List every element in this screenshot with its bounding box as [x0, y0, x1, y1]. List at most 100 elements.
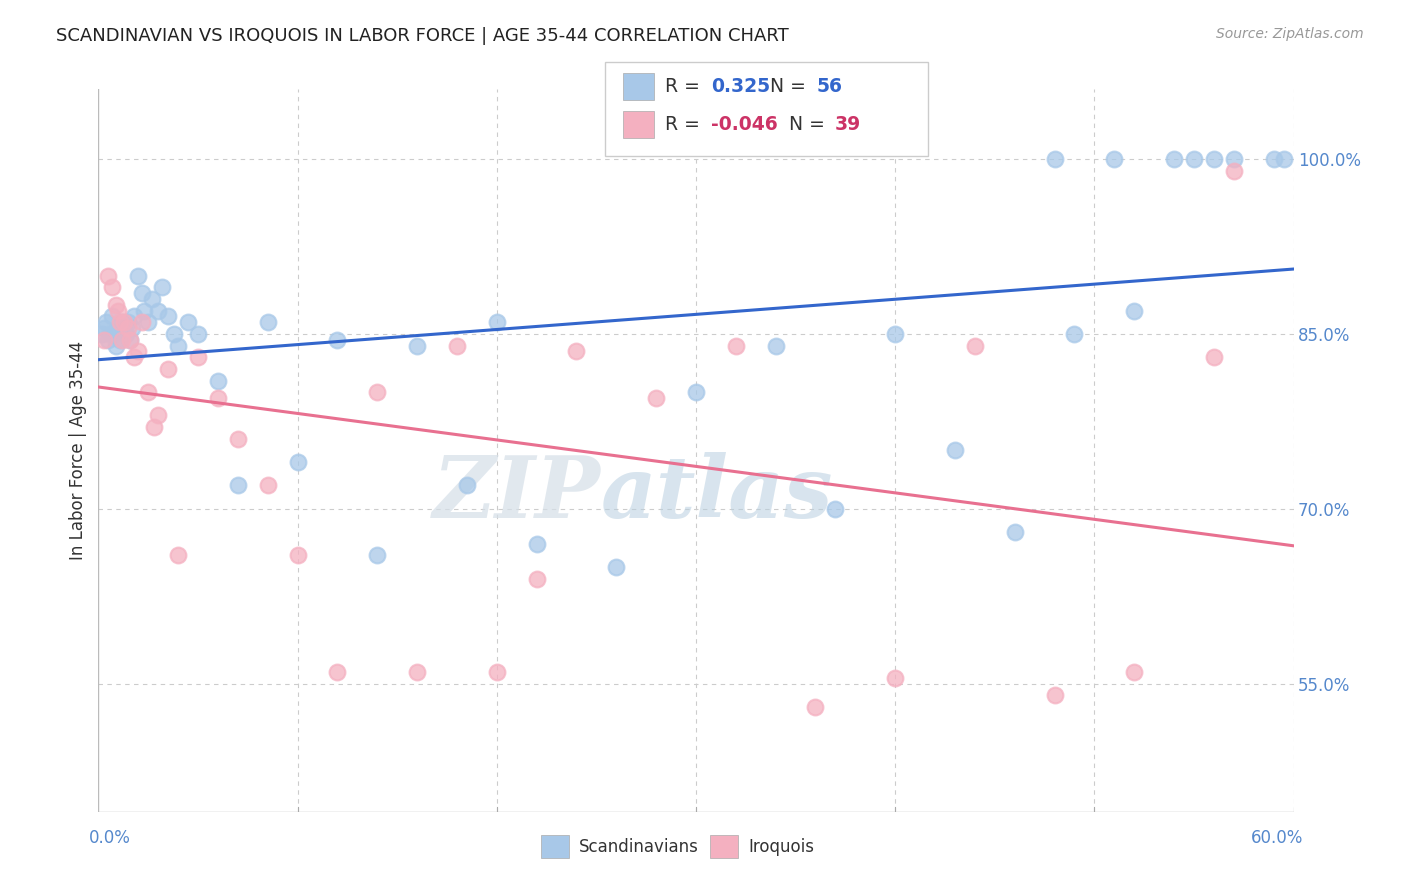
Point [485, 315, 508, 329]
Point [93, 333, 115, 347]
Point [366, 385, 388, 400]
Text: 39: 39 [835, 115, 862, 135]
Point [97, 333, 120, 347]
Text: -0.046: -0.046 [711, 115, 778, 135]
Point [256, 315, 278, 329]
Point [141, 292, 163, 306]
Point [150, 280, 173, 294]
Point [167, 549, 190, 563]
Point [884, 326, 907, 341]
Point [105, 338, 128, 352]
Text: 60.0%: 60.0% [1251, 830, 1303, 847]
Point [1223, 152, 1246, 166]
Point [526, 537, 548, 551]
Point [1263, 152, 1285, 166]
Point [121, 321, 143, 335]
Text: N =: N = [770, 77, 813, 96]
Point [111, 333, 134, 347]
Point [177, 315, 200, 329]
Point [645, 391, 668, 405]
Point [97, 268, 120, 283]
Point [943, 443, 966, 458]
Point [105, 298, 128, 312]
Text: R =: R = [665, 115, 706, 135]
Point [456, 478, 478, 492]
Point [187, 326, 209, 341]
Point [127, 268, 149, 283]
Point [1272, 152, 1295, 166]
Point [565, 344, 588, 359]
Point [1123, 303, 1146, 318]
Point [724, 338, 747, 352]
Point [103, 326, 125, 341]
Point [406, 665, 429, 679]
Point [115, 326, 138, 341]
Y-axis label: In Labor Force | Age 35-44: In Labor Force | Age 35-44 [69, 341, 87, 560]
Point [148, 303, 170, 318]
Point [804, 699, 827, 714]
Point [91, 326, 114, 341]
Point [226, 432, 249, 446]
Point [110, 333, 132, 347]
Point [110, 315, 132, 329]
Point [117, 315, 139, 329]
Point [101, 310, 124, 324]
Point [685, 385, 707, 400]
Point [163, 326, 186, 341]
Point [406, 338, 429, 352]
Point [765, 338, 787, 352]
Point [148, 409, 170, 423]
Point [136, 385, 159, 400]
Point [1182, 152, 1205, 166]
Point [107, 303, 129, 318]
Point [1163, 152, 1185, 166]
Text: SCANDINAVIAN VS IROQUOIS IN LABOR FORCE | AGE 35-44 CORRELATION CHART: SCANDINAVIAN VS IROQUOIS IN LABOR FORCE … [56, 27, 789, 45]
Point [1063, 326, 1085, 341]
Point [124, 310, 146, 324]
Point [884, 671, 907, 685]
Point [1223, 163, 1246, 178]
Text: 0.325: 0.325 [711, 77, 770, 96]
Point [157, 310, 180, 324]
Point [93, 321, 115, 335]
Point [98, 326, 122, 341]
Point [287, 455, 309, 469]
Text: 0.0%: 0.0% [89, 830, 131, 847]
Point [157, 362, 180, 376]
Text: N =: N = [789, 115, 831, 135]
Text: Source: ZipAtlas.com: Source: ZipAtlas.com [1216, 27, 1364, 41]
Text: R =: R = [665, 77, 706, 96]
Point [127, 344, 149, 359]
Point [1123, 665, 1146, 679]
Point [1004, 524, 1026, 539]
Point [96, 315, 118, 329]
Point [107, 321, 129, 335]
Point [117, 321, 139, 335]
Point [112, 315, 135, 329]
Point [824, 501, 846, 516]
Point [446, 338, 468, 352]
Point [111, 315, 134, 329]
Point [605, 560, 627, 574]
Point [124, 350, 146, 364]
Point [134, 303, 156, 318]
Point [963, 338, 986, 352]
Point [1202, 152, 1225, 166]
Point [256, 478, 278, 492]
Point [136, 315, 159, 329]
Point [120, 333, 142, 347]
Point [187, 350, 209, 364]
Point [485, 665, 508, 679]
Point [120, 333, 142, 347]
Point [131, 286, 153, 301]
Text: Scandinavians: Scandinavians [579, 838, 699, 855]
Text: atlas: atlas [600, 452, 832, 535]
Point [207, 391, 229, 405]
Point [143, 420, 166, 434]
Point [167, 338, 190, 352]
Point [326, 665, 349, 679]
Point [287, 549, 309, 563]
Text: Iroquois: Iroquois [748, 838, 814, 855]
Text: 56: 56 [817, 77, 842, 96]
Point [207, 374, 229, 388]
